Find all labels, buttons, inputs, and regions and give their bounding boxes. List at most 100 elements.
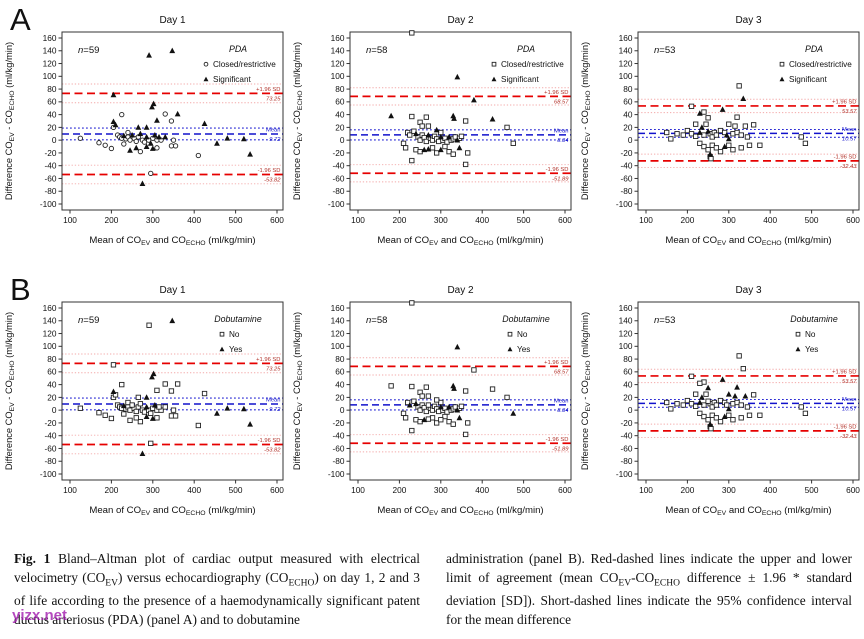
svg-text:400: 400 <box>763 215 777 225</box>
data-points-square <box>77 322 208 447</box>
svg-text:600: 600 <box>558 215 572 225</box>
svg-text:-80: -80 <box>333 186 345 196</box>
chart-title: Day 1 <box>159 15 186 26</box>
svg-text:160: 160 <box>619 303 633 313</box>
y-axis-label: Difference COEV - COECHO (ml/kg/min) <box>580 312 592 470</box>
line-value-upper: 68.57 <box>554 370 569 376</box>
svg-text:-60: -60 <box>621 443 633 453</box>
bland-altman-chart-b-day2: Day 2 +1.96 SD 68.57 Mean 8.34 -1.96 SD -51.89… <box>292 285 572 517</box>
panel-a-charts-row: Day 1 +1.96 SD 73.25 Mean 9.72 -1.96 SD -53.82… <box>0 6 864 258</box>
svg-text:0: 0 <box>52 405 57 415</box>
svg-text:100: 100 <box>331 71 345 81</box>
legend-item-label: Closed/restrictive <box>213 60 276 69</box>
svg-text:140: 140 <box>43 46 57 56</box>
data-points-triangle <box>696 376 749 427</box>
agreement-lines: +1.96 SD 73.25 Mean 9.72 -1.96 SD -53.82 <box>62 83 283 185</box>
svg-text:500: 500 <box>229 215 243 225</box>
svg-text:-60: -60 <box>333 443 345 453</box>
line-value-upper: 73.25 <box>266 367 281 373</box>
svg-text:100: 100 <box>331 341 345 351</box>
legend-item-label: No <box>229 330 240 339</box>
svg-text:400: 400 <box>187 215 201 225</box>
x-axis-ticks: 100 200 300 400 500 600 <box>639 480 860 495</box>
x-axis-label: Mean of COEV and COECHO (ml/kg/min) <box>665 235 831 247</box>
svg-text:200: 200 <box>680 215 694 225</box>
svg-text:160: 160 <box>619 33 633 43</box>
y-axis-ticks: 160 140 120 100 80 60 40 20 0 -20 -40 -60 -80 -100 <box>328 33 350 209</box>
line-label-upper: +1.96 SD <box>832 369 856 375</box>
plot-frame <box>61 301 284 481</box>
svg-text:-20: -20 <box>45 148 57 158</box>
legend-item-label: Yes <box>229 345 242 354</box>
svg-text:40: 40 <box>47 110 57 120</box>
svg-text:-100: -100 <box>328 469 345 479</box>
sample-size-label: n=58 <box>366 45 387 56</box>
svg-text:20: 20 <box>47 122 57 132</box>
bland-altman-chart-b-day3: Day 3 +1.96 SD 53.57 Mean 10.57 -1.96 SD -32.4… <box>580 285 860 517</box>
line-label-lower: -1.96 SD <box>834 424 857 430</box>
svg-text:120: 120 <box>331 58 345 68</box>
legend-title: Dobutamine <box>502 314 550 324</box>
line-label-mean: Mean <box>842 397 857 403</box>
svg-text:160: 160 <box>331 33 345 43</box>
x-axis-label: Mean of COEV and COECHO (ml/kg/min) <box>89 235 255 247</box>
sample-size-label: n=53 <box>654 45 675 56</box>
svg-text:400: 400 <box>187 485 201 495</box>
panel-b-charts-row: Day 1 +1.96 SD 73.25 Mean 9.72 -1.96 SD -53.82… <box>0 276 864 528</box>
svg-text:20: 20 <box>335 122 345 132</box>
bland-altman-chart-b-day1: Day 1 +1.96 SD 73.25 Mean 9.72 -1.96 SD -53.82… <box>4 285 284 517</box>
x-axis-ticks: 100 200 300 400 500 600 <box>639 210 860 225</box>
svg-text:40: 40 <box>623 110 633 120</box>
svg-text:160: 160 <box>331 303 345 313</box>
plot-frame <box>349 301 572 481</box>
svg-text:-100: -100 <box>616 469 633 479</box>
svg-text:-80: -80 <box>45 186 57 196</box>
line-label-upper: +1.96 SD <box>256 357 280 363</box>
svg-text:100: 100 <box>351 485 365 495</box>
svg-text:60: 60 <box>335 367 345 377</box>
svg-text:60: 60 <box>47 97 57 107</box>
caption-right-column: administration (panel B). Red-dashed lin… <box>446 551 852 628</box>
svg-text:60: 60 <box>47 367 57 377</box>
svg-text:100: 100 <box>351 215 365 225</box>
sample-size-label: n=58 <box>366 315 387 326</box>
x-axis-label: Mean of COEV and COECHO (ml/kg/min) <box>89 505 255 517</box>
data-points-square <box>388 300 510 438</box>
line-label-mean: Mean <box>842 127 857 133</box>
y-axis-ticks: 160 140 120 100 80 60 40 20 0 -20 -40 -60 -80 -100 <box>40 33 62 209</box>
svg-text:120: 120 <box>619 328 633 338</box>
data-points-triangle <box>406 343 517 423</box>
agreement-lines: +1.96 SD 73.25 Mean 9.72 -1.96 SD -53.82 <box>62 353 283 455</box>
legend-item-label: Closed/restrictive <box>501 60 564 69</box>
svg-text:600: 600 <box>270 485 284 495</box>
line-label-upper: +1.96 SD <box>256 87 280 93</box>
svg-text:-40: -40 <box>621 431 633 441</box>
data-points-square <box>664 83 809 162</box>
legend: Dobutamine No Yes <box>214 314 262 354</box>
figure-caption: Fig. 1 Bland–Altman plot of cardiac outp… <box>14 549 852 629</box>
svg-text:100: 100 <box>63 485 77 495</box>
y-axis-label: Difference COEV - COECHO (ml/kg/min) <box>4 312 16 470</box>
svg-text:80: 80 <box>335 84 345 94</box>
legend-title: Dobutamine <box>790 314 838 324</box>
svg-text:600: 600 <box>270 215 284 225</box>
chart-title: Day 3 <box>735 15 762 26</box>
legend-title: Dobutamine <box>214 314 262 324</box>
svg-text:-40: -40 <box>45 431 57 441</box>
svg-text:200: 200 <box>392 485 406 495</box>
svg-text:-80: -80 <box>333 456 345 466</box>
x-axis-label: Mean of COEV and COECHO (ml/kg/min) <box>665 505 831 517</box>
svg-text:0: 0 <box>340 135 345 145</box>
line-value-upper: 53.57 <box>842 109 857 115</box>
svg-text:-40: -40 <box>333 161 345 171</box>
sample-size-label: n=59 <box>78 315 99 326</box>
legend-item-label: Significant <box>789 75 828 84</box>
svg-text:100: 100 <box>43 341 57 351</box>
svg-text:80: 80 <box>623 84 633 94</box>
line-value-upper: 73.25 <box>266 97 281 103</box>
svg-text:140: 140 <box>43 316 57 326</box>
line-label-mean: Mean <box>554 128 569 134</box>
line-label-mean: Mean <box>554 398 569 404</box>
svg-text:500: 500 <box>517 485 531 495</box>
svg-text:60: 60 <box>623 367 633 377</box>
